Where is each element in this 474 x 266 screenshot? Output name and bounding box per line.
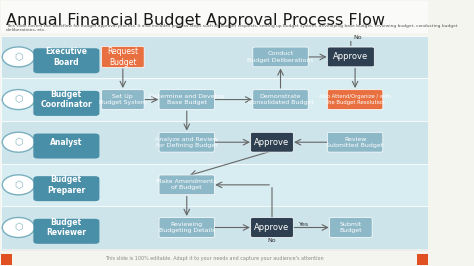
FancyBboxPatch shape bbox=[417, 254, 428, 265]
Circle shape bbox=[2, 90, 35, 110]
Text: Request
Budget: Request Budget bbox=[107, 47, 138, 67]
FancyBboxPatch shape bbox=[1, 164, 428, 206]
FancyBboxPatch shape bbox=[33, 48, 100, 73]
FancyBboxPatch shape bbox=[329, 218, 372, 237]
FancyBboxPatch shape bbox=[1, 254, 12, 265]
FancyBboxPatch shape bbox=[33, 91, 100, 116]
Text: Analyze and Review
for Defining Budget: Analyze and Review for Defining Budget bbox=[155, 137, 218, 148]
Text: Review
Submitted Budget: Review Submitted Budget bbox=[327, 137, 384, 148]
Text: Demonstrate
Consolidated Budget: Demonstrate Consolidated Budget bbox=[247, 94, 313, 105]
Text: Approve: Approve bbox=[255, 138, 290, 147]
Text: ⬡: ⬡ bbox=[14, 222, 23, 232]
FancyBboxPatch shape bbox=[1, 1, 428, 33]
Text: Also Attend/Organize / with
the Budget Resolution: Also Attend/Organize / with the Budget R… bbox=[319, 94, 391, 105]
Text: ⬡: ⬡ bbox=[14, 95, 23, 105]
FancyBboxPatch shape bbox=[1, 206, 428, 249]
Text: Budget
Preparer: Budget Preparer bbox=[47, 175, 85, 194]
Circle shape bbox=[2, 47, 35, 67]
Text: Set Up
Budget System: Set Up Budget System bbox=[99, 94, 147, 105]
FancyBboxPatch shape bbox=[253, 90, 308, 109]
Text: Approve: Approve bbox=[333, 52, 368, 61]
FancyBboxPatch shape bbox=[159, 218, 214, 237]
Text: ⬡: ⬡ bbox=[14, 137, 23, 147]
Text: Budget
Coordinator: Budget Coordinator bbox=[40, 90, 92, 109]
Text: Reviewing
Budgeting Details: Reviewing Budgeting Details bbox=[159, 222, 215, 233]
Text: Analyst: Analyst bbox=[50, 138, 82, 147]
FancyBboxPatch shape bbox=[33, 219, 100, 244]
Text: Budget
Reviewer: Budget Reviewer bbox=[46, 218, 86, 237]
Text: Determine and Develop
Base Budget: Determine and Develop Base Budget bbox=[149, 94, 224, 105]
Text: This slide is 100% editable. Adapt it to your needs and capture your audience's : This slide is 100% editable. Adapt it to… bbox=[105, 256, 324, 260]
Circle shape bbox=[2, 132, 35, 152]
FancyBboxPatch shape bbox=[253, 47, 308, 67]
Text: This slide covers the workflow for budget approval process. It also includes pro: This slide covers the workflow for budge… bbox=[6, 24, 457, 32]
FancyBboxPatch shape bbox=[33, 176, 100, 201]
FancyBboxPatch shape bbox=[159, 90, 214, 109]
Text: Approve: Approve bbox=[255, 223, 290, 232]
FancyBboxPatch shape bbox=[33, 134, 100, 159]
Text: ⬡: ⬡ bbox=[14, 180, 23, 190]
FancyBboxPatch shape bbox=[251, 218, 293, 237]
FancyBboxPatch shape bbox=[251, 132, 293, 152]
Text: Yes: Yes bbox=[299, 222, 309, 227]
Text: Yes: Yes bbox=[361, 57, 371, 62]
Text: No: No bbox=[353, 35, 362, 40]
FancyBboxPatch shape bbox=[1, 78, 428, 121]
FancyBboxPatch shape bbox=[1, 121, 428, 164]
FancyBboxPatch shape bbox=[101, 46, 144, 68]
Text: ⬡: ⬡ bbox=[14, 52, 23, 62]
FancyBboxPatch shape bbox=[1, 36, 428, 78]
FancyBboxPatch shape bbox=[328, 90, 383, 109]
Circle shape bbox=[2, 175, 35, 195]
Text: No: No bbox=[268, 238, 276, 243]
FancyBboxPatch shape bbox=[328, 47, 374, 67]
FancyBboxPatch shape bbox=[328, 132, 383, 152]
Text: Conduct
Budget Deliberations: Conduct Budget Deliberations bbox=[247, 51, 314, 63]
FancyBboxPatch shape bbox=[159, 175, 214, 195]
Text: Annual Financial Budget Approval Process Flow: Annual Financial Budget Approval Process… bbox=[6, 13, 384, 28]
FancyBboxPatch shape bbox=[101, 90, 144, 109]
FancyBboxPatch shape bbox=[159, 132, 214, 152]
Text: Make Amendments
of Budget: Make Amendments of Budget bbox=[156, 179, 217, 190]
Text: Submit
Budget: Submit Budget bbox=[339, 222, 362, 233]
Text: Executive
Board: Executive Board bbox=[45, 47, 87, 66]
Circle shape bbox=[2, 218, 35, 238]
